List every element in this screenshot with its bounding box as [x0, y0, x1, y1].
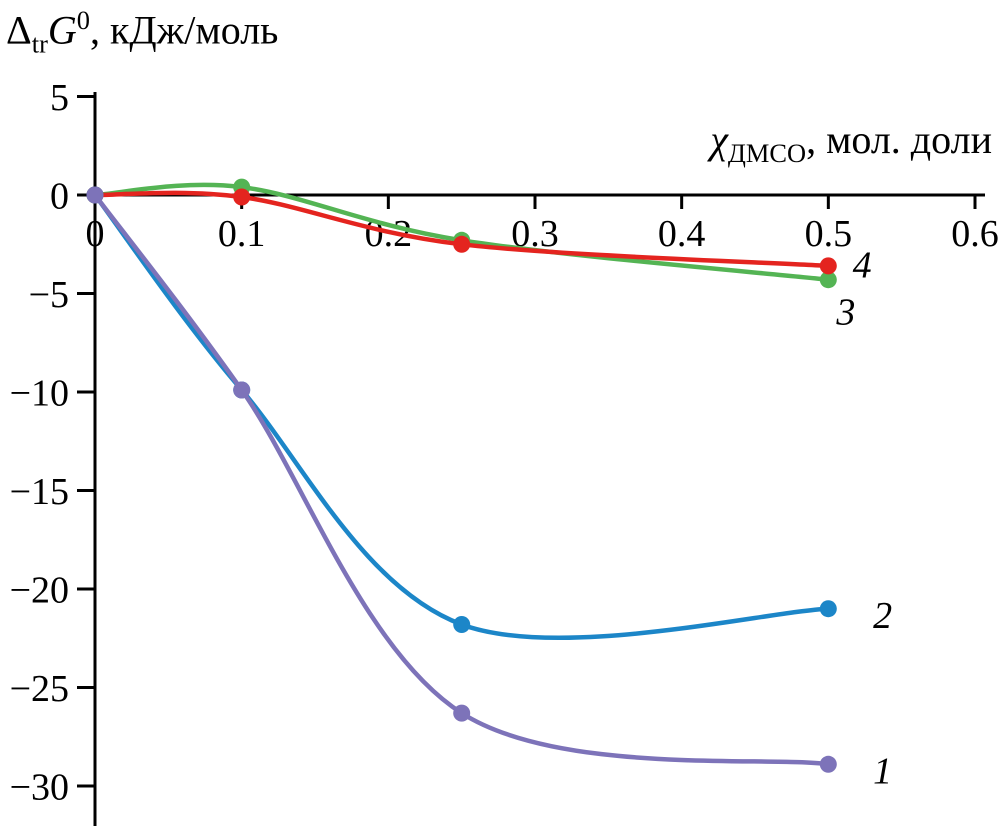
- data-point-2: [819, 600, 837, 618]
- x-tick-label: 0.5: [805, 213, 853, 255]
- y-tick-label: 5: [50, 77, 69, 119]
- chi-symbol: χ: [710, 117, 728, 162]
- y-tick-label: −15: [10, 471, 69, 513]
- y-title-subscript: tr: [31, 28, 48, 59]
- y-tick-label: −5: [29, 274, 69, 316]
- data-point-4: [453, 235, 471, 253]
- curve-3: [92, 182, 831, 282]
- x-title-subscript: ДМСО: [727, 138, 807, 168]
- gibbs-energy-symbol: G: [47, 7, 77, 53]
- x-title-units: , мол. доли: [806, 117, 992, 162]
- y-title-superscript: 0: [76, 5, 90, 35]
- curve-label-4: 4: [853, 244, 872, 286]
- y-tick-label: −10: [10, 372, 69, 414]
- y-tick-label: 0: [50, 175, 69, 217]
- x-tick-label: 0.1: [218, 213, 266, 255]
- data-point-4: [819, 257, 837, 275]
- y-axis-title: ΔtrG0, кДж/моль: [6, 5, 279, 59]
- x-axis-title: χДМСО, мол. доли: [710, 118, 992, 168]
- y-title-units: , кДж/моль: [89, 7, 279, 53]
- data-point-1: [233, 381, 251, 399]
- data-point-3: [819, 271, 837, 289]
- data-point-1: [453, 704, 471, 722]
- x-tick-label: 0: [86, 213, 105, 255]
- x-tick-label: 0.6: [951, 213, 999, 255]
- data-point-4: [233, 188, 251, 206]
- curve-1: [92, 192, 831, 767]
- data-point-2: [453, 616, 471, 633]
- curve-label-3: 3: [835, 292, 855, 334]
- delta-symbol: Δ: [6, 7, 32, 53]
- x-tick-label: 0.4: [658, 213, 706, 255]
- curve-label-2: 2: [873, 595, 892, 637]
- y-tick-label: −20: [10, 569, 69, 611]
- data-point-1: [819, 755, 837, 773]
- y-tick-label: −30: [10, 766, 69, 808]
- y-tick-label: −25: [10, 668, 69, 710]
- curve-label-1: 1: [873, 751, 892, 793]
- data-point-1: [86, 186, 104, 204]
- curve-2: [92, 192, 831, 641]
- curve-4: [92, 190, 831, 269]
